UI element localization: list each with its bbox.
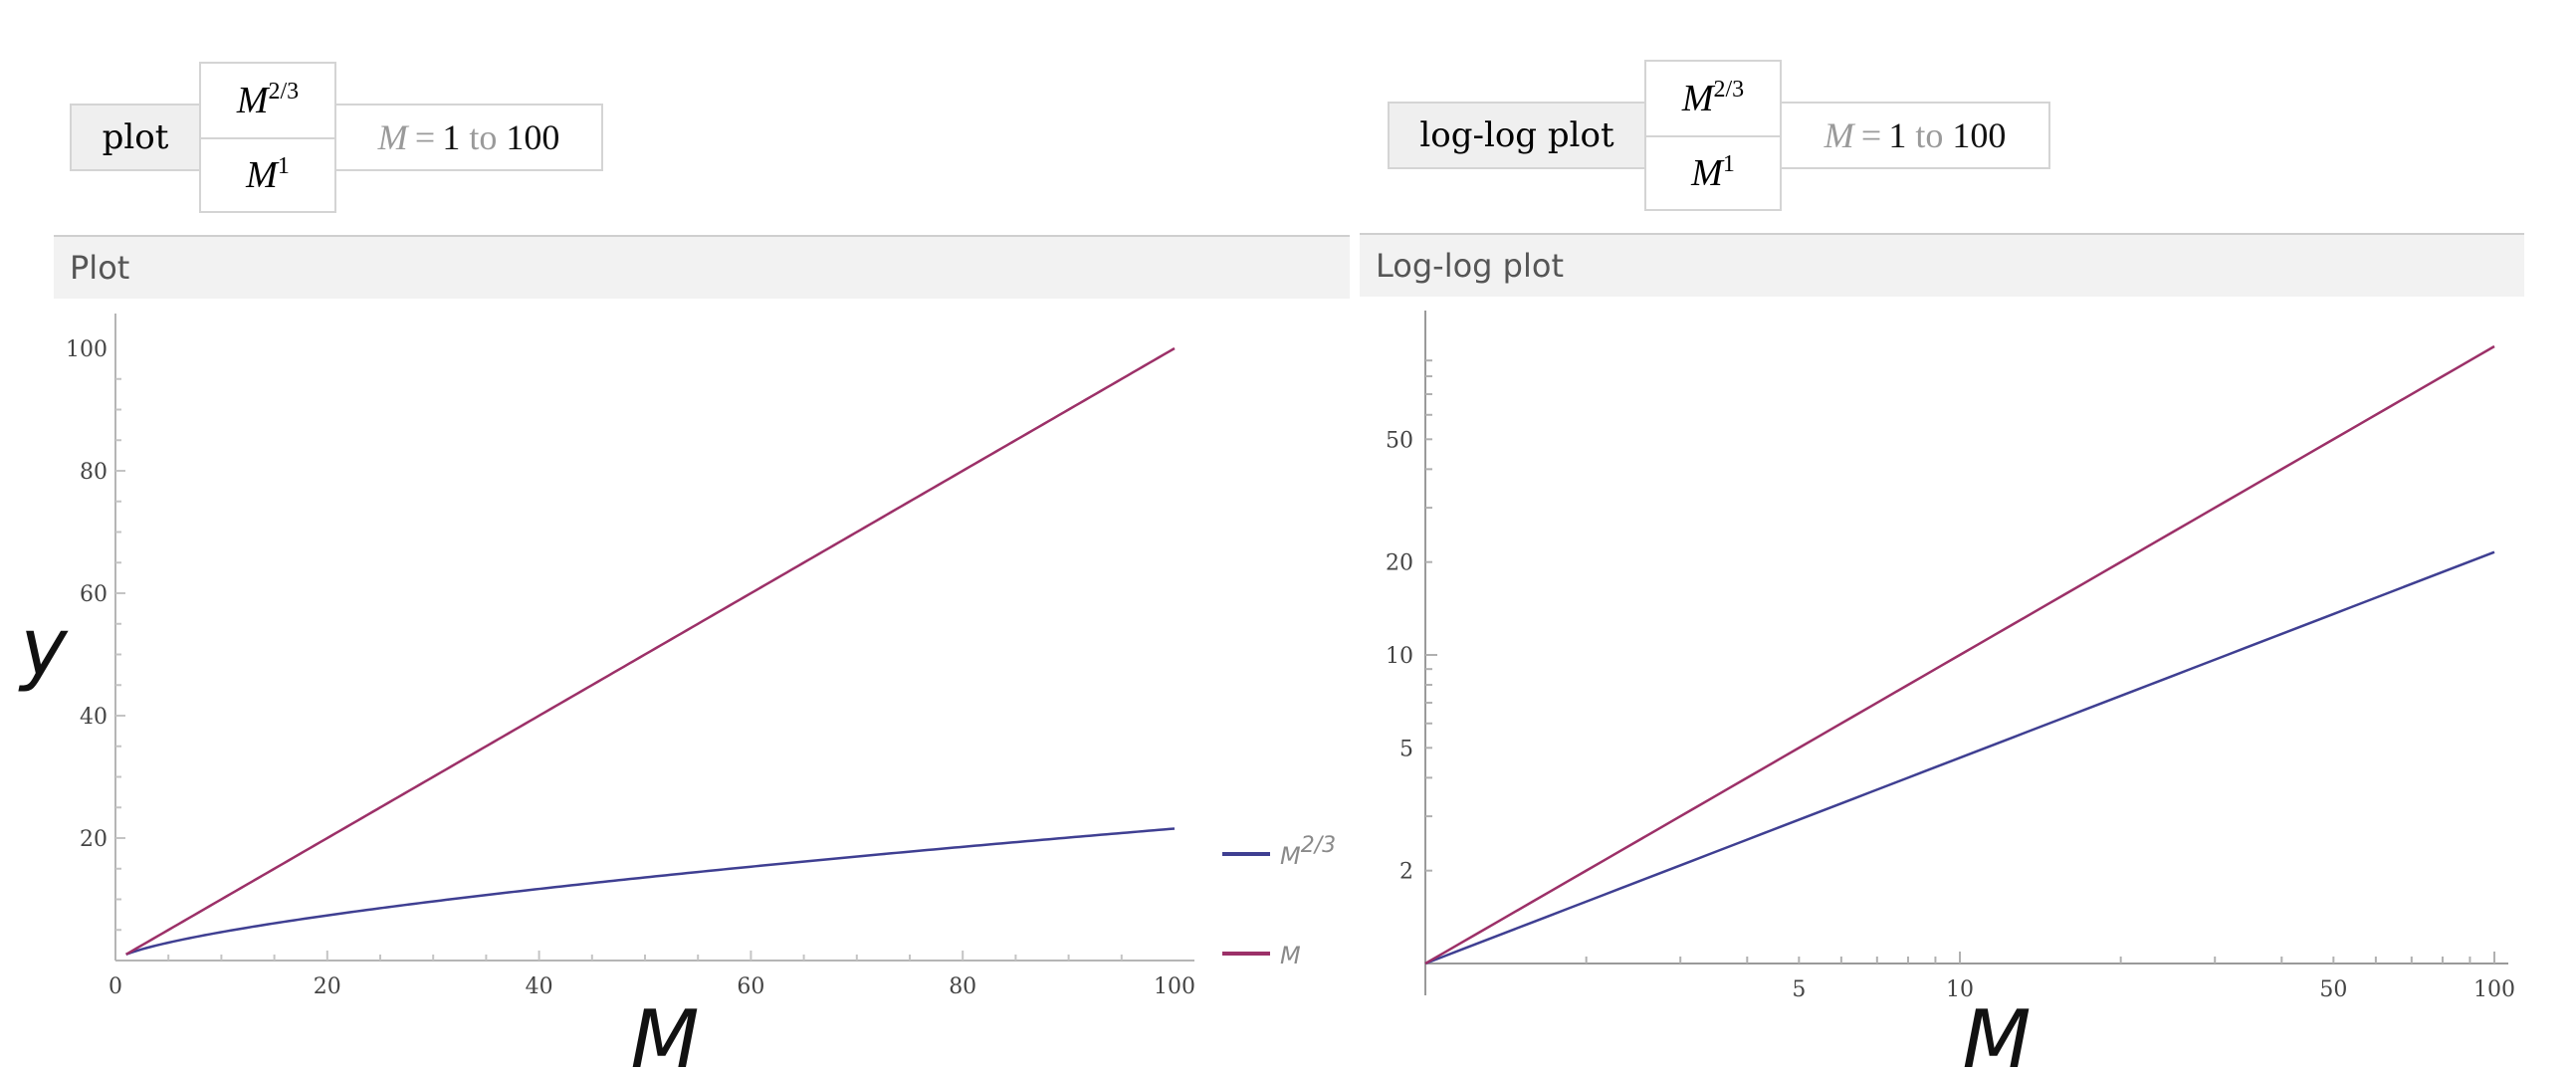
loglog-y-tick-label: 5: [1399, 737, 1413, 761]
plot-command-label: plot: [102, 117, 169, 157]
loglog-range-to: 100: [1952, 115, 2007, 155]
range-to-word: to: [469, 117, 498, 157]
loglog-expression-1-base: M: [1681, 78, 1714, 119]
range-from: 1: [442, 117, 461, 157]
loglog-range-eq: =: [1860, 115, 1882, 155]
loglog-expression-2-base: M: [1691, 152, 1723, 194]
expression-1-base: M: [236, 80, 269, 121]
plot-y-tick-label: 60: [80, 582, 107, 607]
left-divider: [54, 235, 1350, 237]
plot-command-box[interactable]: plot: [70, 104, 201, 171]
loglog-range-to-word: to: [1915, 115, 1944, 155]
loglog-y-tick-label: 50: [1386, 428, 1413, 453]
plot-x-tick-label: 80: [949, 974, 976, 999]
loglog-range-box[interactable]: M = 1 to 100: [1780, 102, 2050, 169]
loglog-expression-1: M2/3: [1682, 77, 1744, 120]
loglog-expression-1-box[interactable]: M2/3: [1644, 60, 1782, 137]
plot-legend-label-0: M2/3: [1280, 833, 1336, 870]
plot-x-axis-label: M: [630, 993, 699, 1071]
loglog-expression-2: M1: [1691, 151, 1735, 195]
expression-2-exponent: 1: [277, 153, 290, 179]
expression-2-base: M: [246, 154, 278, 196]
loglog-pod-title: Log-log plot: [1360, 235, 2524, 297]
loglog-expression-2-exponent: 1: [1722, 151, 1735, 177]
expression-1: M2/3: [237, 79, 299, 122]
range-text: M = 1 to 100: [378, 116, 560, 158]
expression-1-exponent: 2/3: [268, 79, 300, 105]
range-eq: =: [414, 117, 436, 157]
loglog-expression-1-exponent: 2/3: [1713, 77, 1745, 103]
loglog-x-tick-label: 10: [1946, 977, 1974, 1002]
expression-2-box[interactable]: M1: [199, 137, 336, 213]
plot-x-tick-label: 20: [314, 974, 341, 999]
plot-y-tick-label: 100: [66, 337, 107, 362]
loglog-x-tick-label: 50: [2319, 977, 2347, 1002]
loglog-y-tick-label: 20: [1386, 551, 1413, 576]
loglog-x-tick-label: 5: [1792, 977, 1806, 1002]
plot-y-tick-label: 40: [80, 705, 107, 730]
loglog-range-text: M = 1 to 100: [1825, 114, 2007, 156]
plot-y-tick-label: 80: [80, 460, 107, 485]
plot-x-tick-label: 60: [737, 974, 764, 999]
plot-series-line-1: [125, 346, 1176, 956]
right-divider: [1360, 233, 2524, 235]
plot-x-tick-label: 0: [108, 974, 122, 999]
loglog-expression-2-box[interactable]: M1: [1644, 135, 1782, 211]
plot-y-axis-label: y: [18, 601, 69, 694]
loglog-y-tick-label: 2: [1399, 860, 1413, 885]
plot-pod-title-text: Plot: [70, 249, 130, 287]
plot-legend-label-1: M: [1280, 942, 1301, 969]
loglog-command-label: log-log plot: [1419, 115, 1614, 155]
loglog-range-from: 1: [1888, 115, 1907, 155]
loglog-series-line-1: [1424, 344, 2495, 965]
loglog-series-line-0: [1424, 550, 2495, 965]
loglog-x-axis-label: M: [1962, 993, 2031, 1071]
range-var: M: [377, 117, 408, 157]
loglog-range-var: M: [1824, 115, 1854, 155]
plot-x-tick-label: 40: [526, 974, 553, 999]
plot-pod-title: Plot: [54, 237, 1350, 299]
plot-series-line-0: [125, 827, 1176, 957]
range-to: 100: [506, 117, 560, 157]
range-box[interactable]: M = 1 to 100: [334, 104, 603, 171]
plot-y-tick-label: 20: [80, 827, 107, 852]
expression-2: M1: [246, 153, 290, 197]
loglog-y-tick-label: 10: [1386, 644, 1413, 669]
loglog-x-tick-label: 100: [2473, 977, 2515, 1002]
plot-x-tick-label: 100: [1154, 974, 1195, 999]
loglog-pod-title-text: Log-log plot: [1376, 247, 1564, 285]
